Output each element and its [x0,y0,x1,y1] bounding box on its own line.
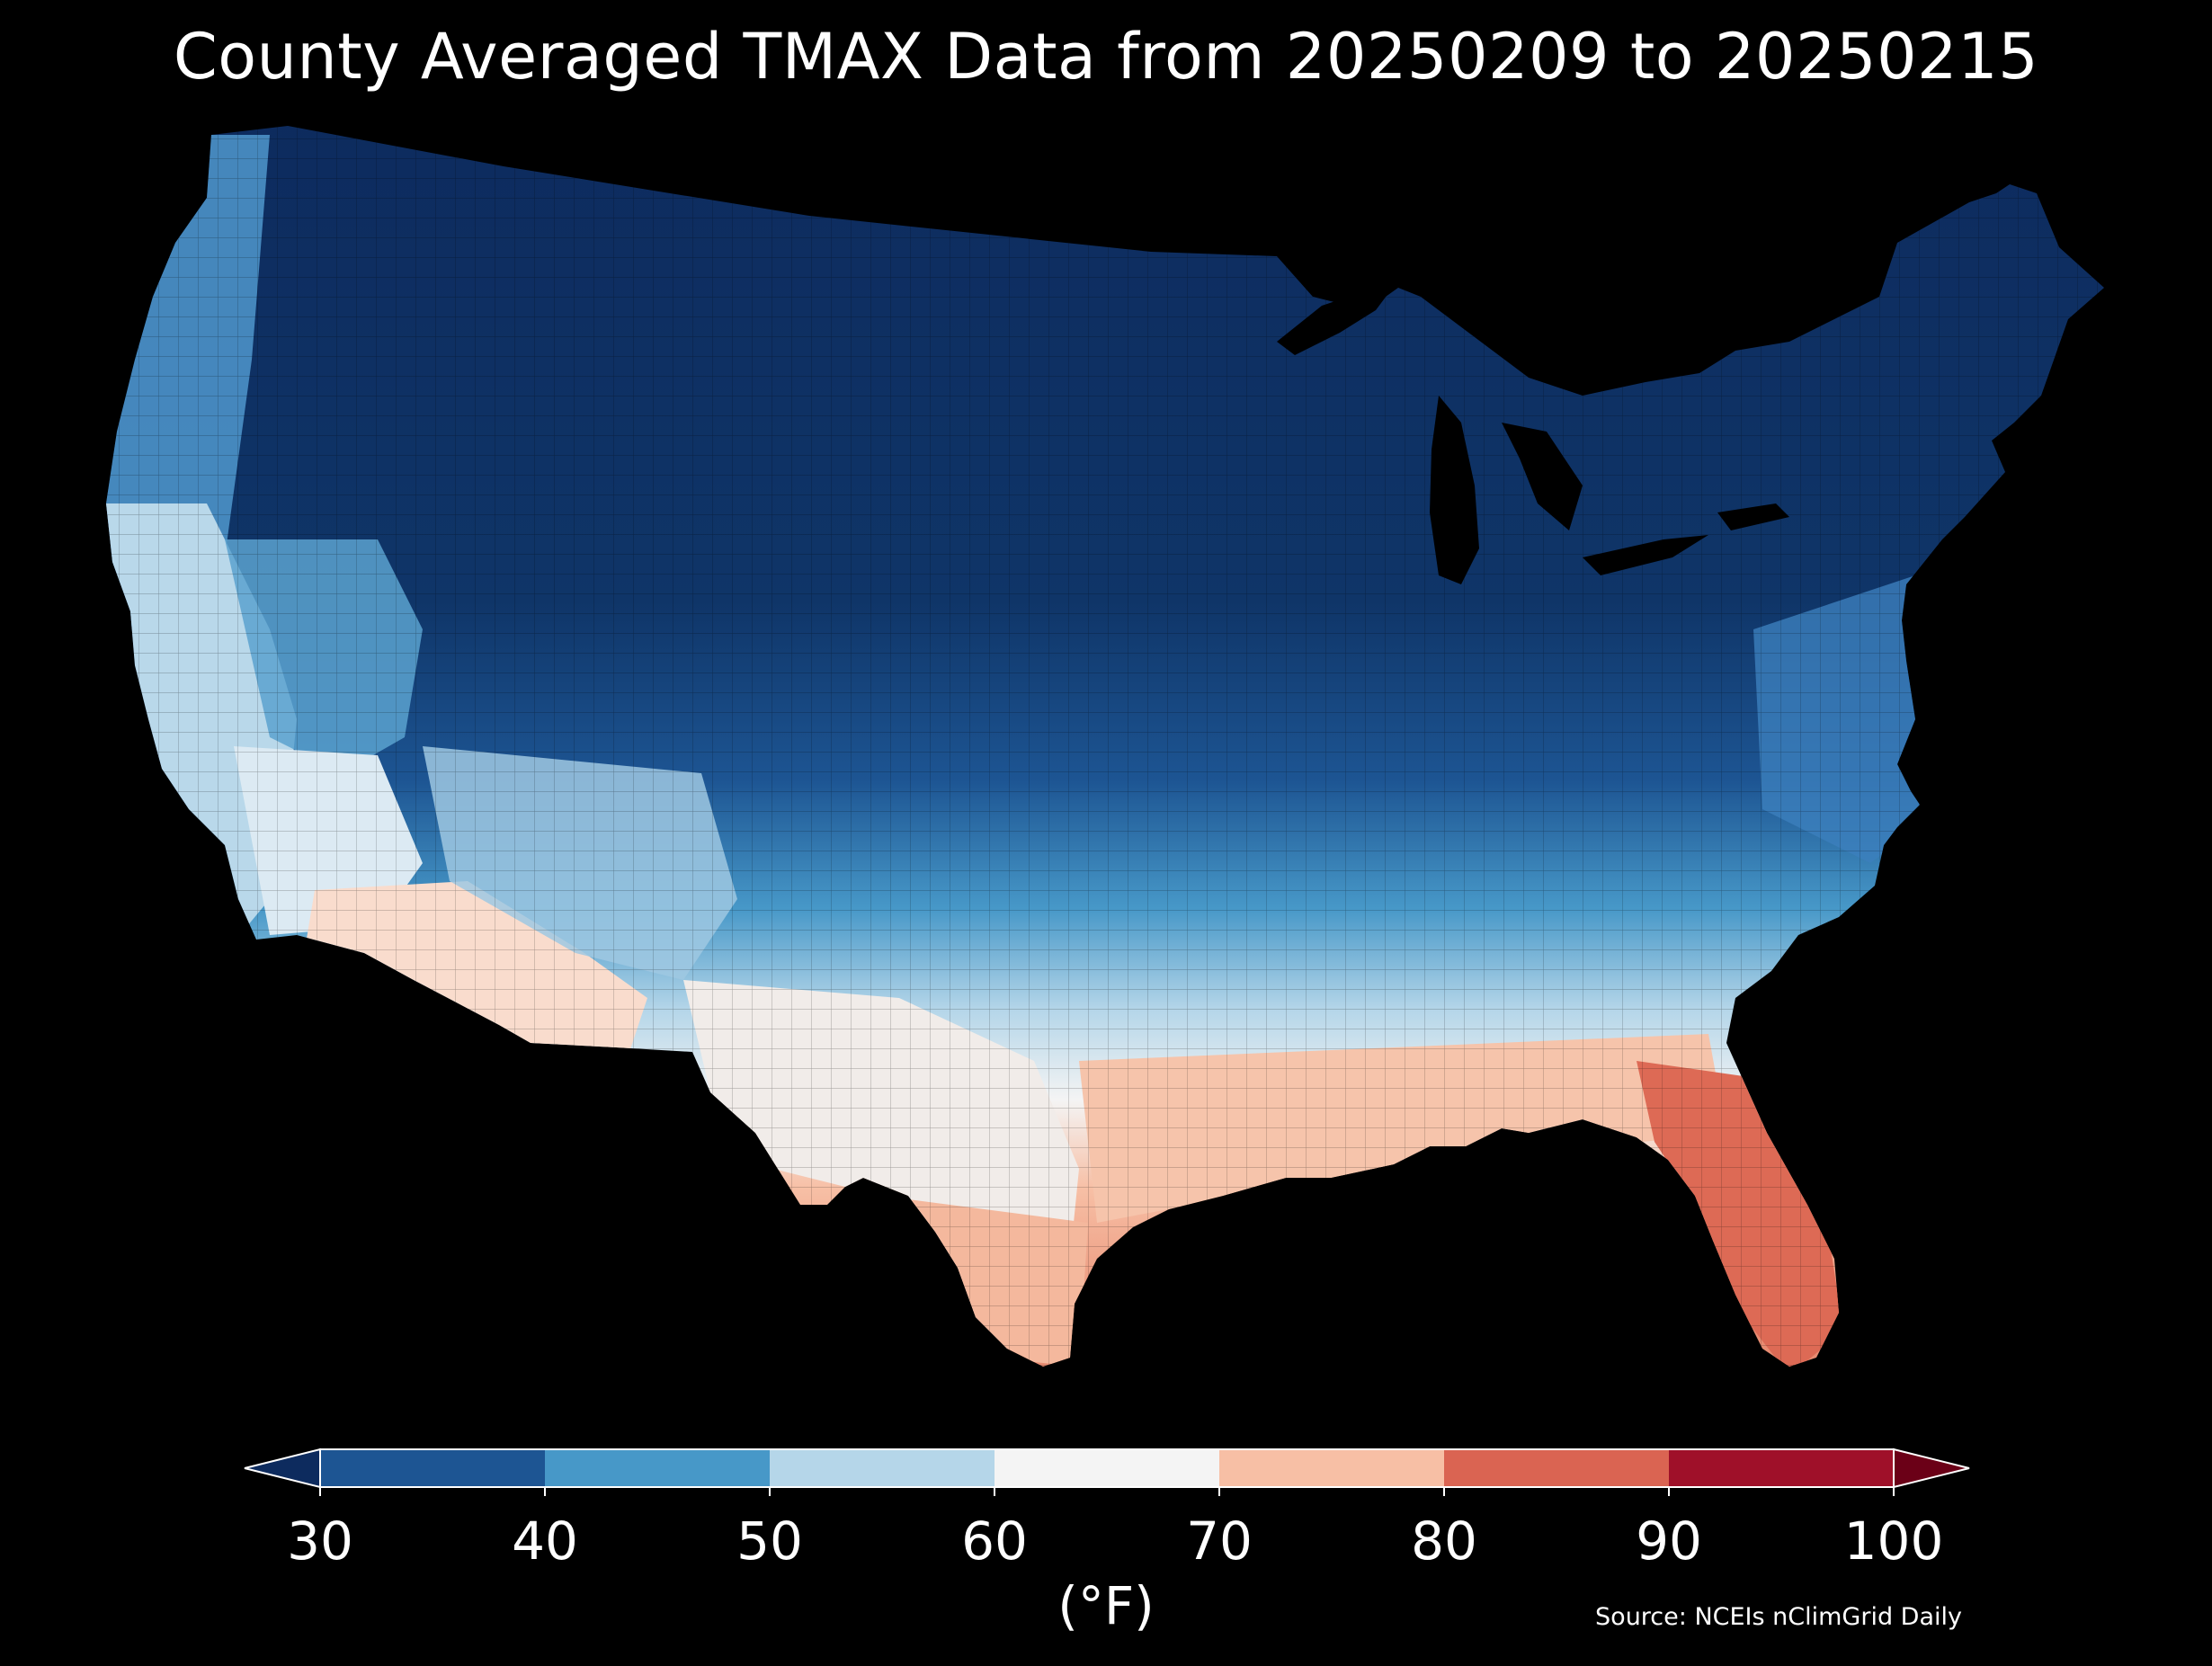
colorbar-outline [319,1448,1895,1488]
great-lakes [1277,274,1789,584]
colorbar-bin-30-40 [320,1449,545,1487]
colorbar-tick-label: 60 [961,1510,1028,1572]
colorbar-over-triangle [1893,1448,1970,1489]
colorbar-units-label: (°F) [1057,1575,1155,1636]
colorbar-tick-label: 70 [1186,1510,1253,1572]
colorbar-tick-label: 100 [1843,1510,1944,1572]
colorbar-bin-80-90 [1444,1449,1669,1487]
colorbar-under-triangle [244,1448,321,1489]
colorbar-bin-50-60 [770,1449,995,1487]
colorbar-bin-90-100 [1669,1449,1894,1487]
lake-ontario [1717,503,1789,530]
lake-erie [1583,535,1708,575]
colorbar-tick-label: 50 [736,1510,803,1572]
colorbar-tick-label: 90 [1636,1510,1702,1572]
colorbar-tick-label: 80 [1411,1510,1477,1572]
colorbar-tick-label: 40 [512,1510,578,1572]
lake-huron [1502,423,1583,530]
lake-michigan [1430,396,1479,584]
source-credit: Source: NCEIs nClimGrid Daily [1595,1603,1962,1631]
county-fill-layer [106,126,2104,1367]
lake-superior [1277,274,1403,355]
colorbar-bin-40-50 [545,1449,770,1487]
colorbar [244,1448,1970,1496]
map-title: County Averaged TMAX Data from 20250209 … [173,20,2039,94]
colorbar-bin-70-80 [1219,1449,1444,1487]
colorbar-bin-60-70 [995,1449,1219,1487]
colorbar-tick-label: 30 [287,1510,353,1572]
colorbar-tick-marks [319,1487,1895,1496]
